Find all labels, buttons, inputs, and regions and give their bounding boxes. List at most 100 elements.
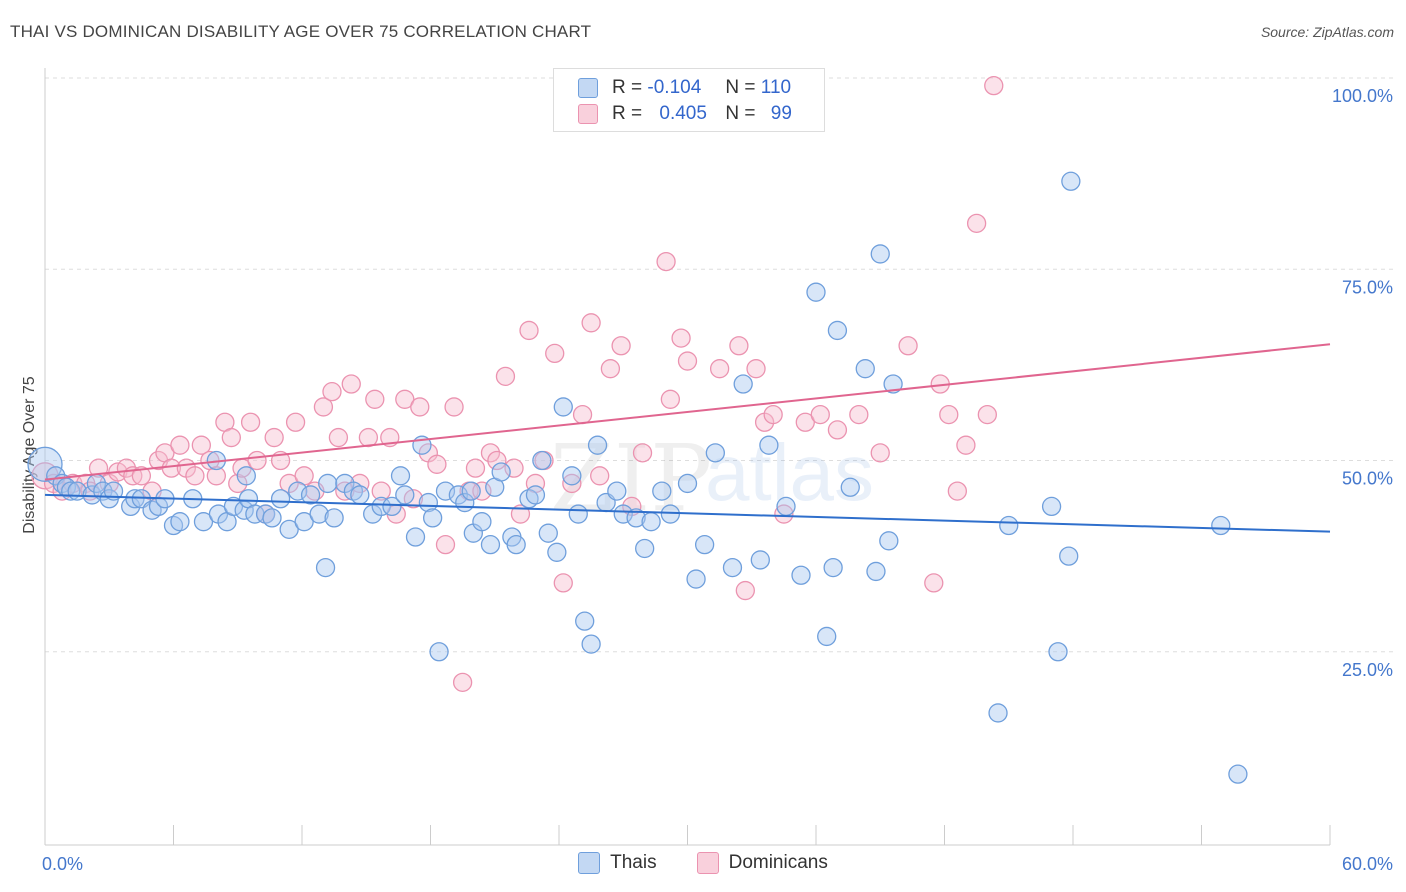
thai-point-30 — [262, 508, 282, 528]
thai-point-92 — [791, 565, 811, 585]
thai-point-18 — [170, 512, 190, 532]
dominican-point-19 — [191, 435, 211, 455]
dominican-point-89 — [849, 404, 869, 425]
thai-point-20 — [193, 512, 214, 532]
r-label: R = — [612, 77, 643, 98]
thai-point-0 — [27, 446, 63, 482]
stats-legend: R = -0.104 N = 110 R = 0.405 N = 99 — [553, 68, 825, 132]
dominican-point-67 — [562, 473, 582, 494]
thai-point-107 — [1059, 546, 1079, 566]
thai-point-110 — [1228, 764, 1248, 784]
dominican-point-16 — [170, 435, 190, 455]
legend-row-dominicans: R = 0.405 N = 99 — [578, 103, 792, 125]
source-label: Source: ZipAtlas.com — [1260, 24, 1394, 40]
dominican-point-74 — [632, 443, 653, 463]
dominican-point-53 — [452, 672, 473, 692]
dominican-point-90 — [870, 443, 890, 463]
thai-point-65 — [525, 485, 546, 505]
dominican-point-75 — [656, 251, 676, 272]
thai-point-91 — [776, 496, 796, 517]
dominicans-r-value: 0.405 — [659, 103, 707, 124]
thai-point-100 — [870, 244, 890, 264]
thai-point-106 — [1048, 642, 1068, 662]
thai-point-68 — [547, 542, 567, 562]
dominican-point-35 — [313, 397, 334, 417]
r-label: R = — [612, 103, 643, 124]
dominican-point-85 — [774, 504, 794, 524]
dominican-point-46 — [395, 389, 415, 409]
thai-point-72 — [575, 611, 595, 631]
thai-point-87 — [722, 557, 743, 578]
dominican-point-86 — [795, 412, 815, 432]
thai-point-39 — [324, 508, 344, 528]
dominican-point-76 — [660, 389, 681, 409]
thai-point-35 — [300, 485, 321, 505]
thai-point-109 — [1211, 515, 1231, 536]
axes — [44, 68, 1331, 846]
dominican-point-51 — [435, 535, 456, 555]
thai-point-101 — [879, 531, 899, 551]
dominican-point-9 — [116, 458, 137, 478]
dominican-point-71 — [600, 359, 621, 379]
thai-point-78 — [626, 508, 646, 528]
thai-point-104 — [999, 515, 1019, 536]
thai-point-79 — [635, 538, 655, 559]
dominican-point-29 — [264, 427, 284, 448]
thai-point-63 — [506, 535, 526, 555]
dominican-point-82 — [746, 359, 766, 379]
dominican-point-11 — [131, 466, 152, 486]
thai-point-82 — [660, 504, 681, 524]
thais-trend-line — [44, 493, 1331, 533]
dominican-point-97 — [966, 213, 987, 234]
y-tick-label-2: 75.0% — [1342, 277, 1393, 297]
thais-n-value: 110 — [760, 77, 792, 98]
y-tick-label-0: 25.0% — [1342, 660, 1393, 680]
thai-point-59 — [480, 535, 501, 555]
dominican-point-52 — [444, 397, 464, 417]
thai-point-42 — [350, 485, 370, 505]
thai-point-99 — [866, 561, 886, 582]
thai-point-71 — [568, 504, 588, 524]
series-legend: Thais Dominicans — [0, 852, 1406, 874]
thai-point-105 — [1041, 496, 1062, 517]
dominican-point-69 — [581, 313, 601, 333]
thai-point-44 — [371, 496, 391, 517]
dominican-point-72 — [611, 336, 631, 356]
thai-point-98 — [855, 359, 875, 379]
dominican-point-66 — [553, 573, 573, 593]
legend-item-thais: Thais — [578, 852, 657, 874]
tick-labels: 25.0% 50.0% 75.0% 100.0% 0.0% 60.0% — [42, 86, 1393, 874]
dominican-point-50 — [427, 454, 447, 474]
y-tick-label-1: 50.0% — [1342, 469, 1393, 489]
thai-point-38 — [318, 473, 338, 494]
n-label: N = — [725, 77, 756, 98]
thai-point-61 — [491, 462, 511, 482]
dominican-point-48 — [410, 397, 430, 417]
thai-point-96 — [827, 320, 848, 341]
dominican-point-77 — [671, 328, 691, 348]
x-tick-label-0: 0.0% — [42, 854, 83, 874]
thai-point-86 — [705, 443, 725, 463]
dominican-point-78 — [677, 351, 698, 371]
dominican-point-80 — [729, 336, 749, 356]
dominicans-points — [31, 76, 1004, 692]
dominican-point-57 — [480, 443, 501, 463]
thai-point-76 — [607, 481, 627, 501]
dominican-point-95 — [947, 481, 967, 501]
thai-point-102 — [883, 374, 903, 394]
thai-point-94 — [817, 626, 837, 647]
chart-title: THAI VS DOMINICAN DISABILITY AGE OVER 75… — [10, 22, 592, 41]
thai-point-32 — [279, 519, 299, 539]
dominicans-swatch — [578, 104, 598, 124]
legend-item-dominicans: Dominicans — [696, 852, 828, 874]
thai-point-95 — [823, 557, 843, 578]
thai-point-73 — [581, 634, 601, 654]
thai-point-84 — [686, 569, 706, 589]
thais-points — [27, 171, 1248, 784]
dominican-point-39 — [341, 374, 361, 394]
thai-point-69 — [553, 397, 573, 417]
thai-point-67 — [538, 523, 558, 543]
thai-point-51 — [422, 508, 443, 528]
thai-point-24 — [223, 496, 244, 517]
